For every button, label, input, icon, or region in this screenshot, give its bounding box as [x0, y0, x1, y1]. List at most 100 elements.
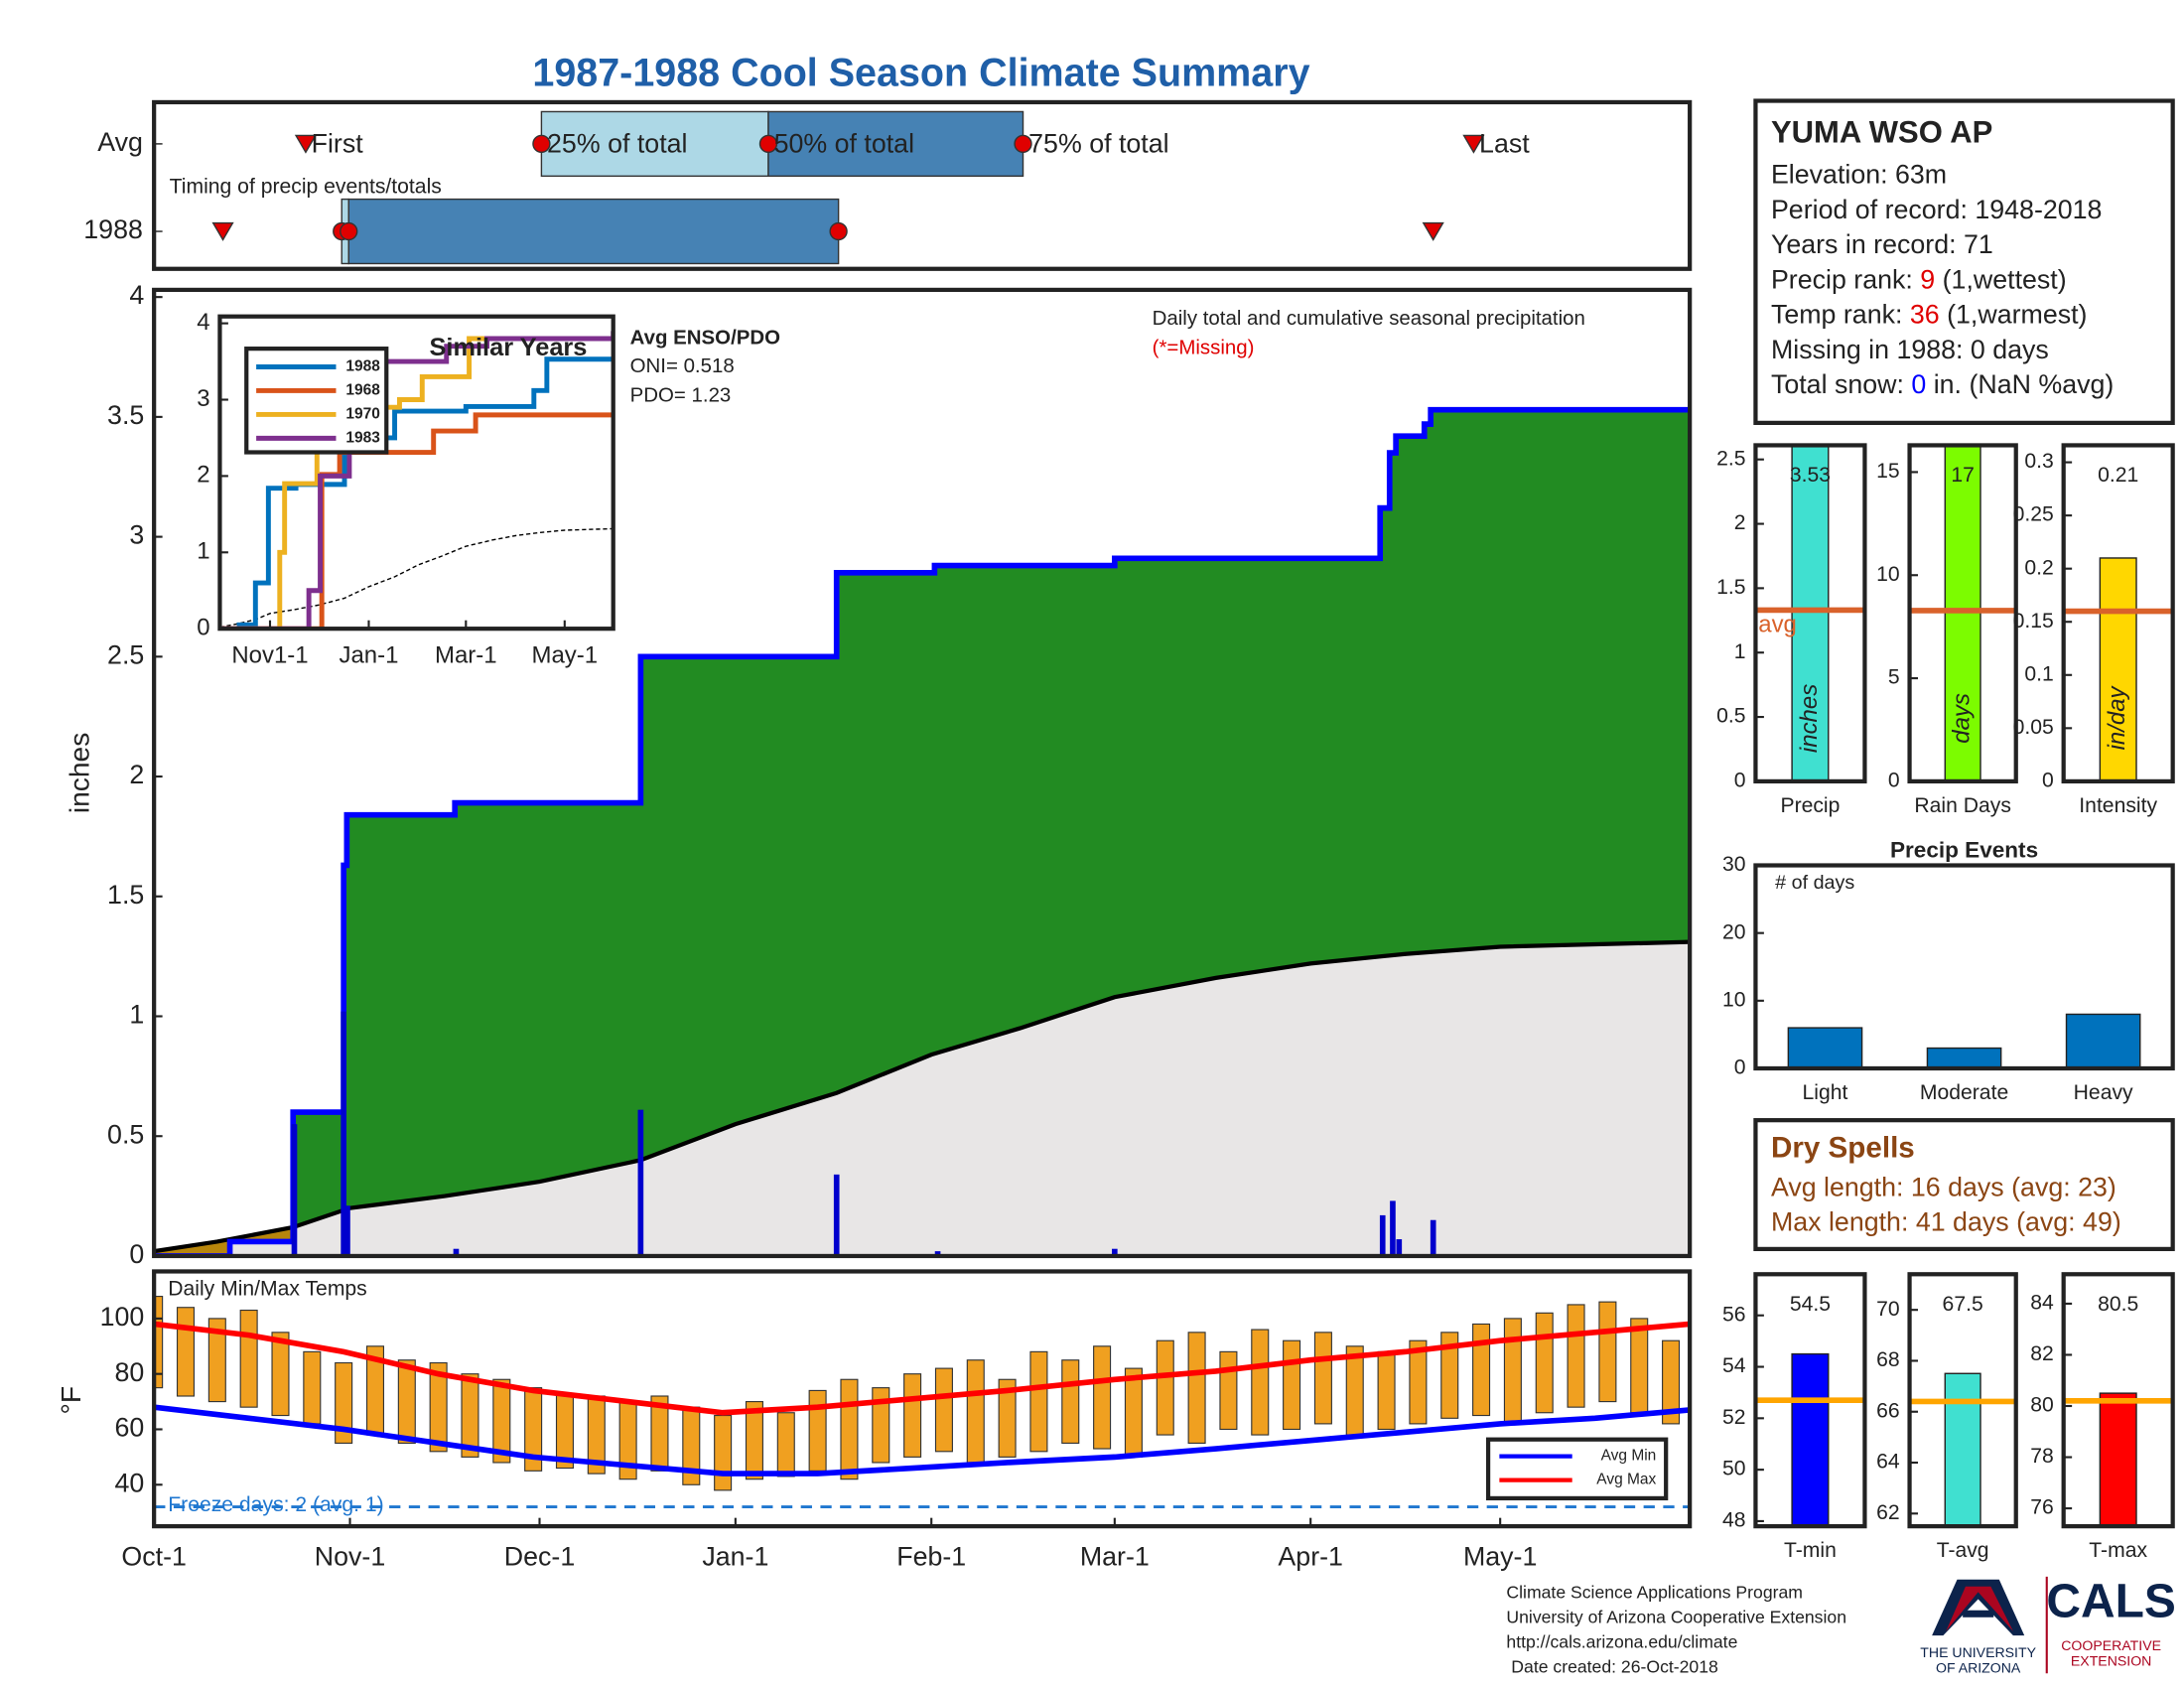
- average-label: avg: [1758, 611, 1797, 637]
- temp-range-bar: [1662, 1339, 1681, 1425]
- category-label: Intensity: [2079, 794, 2157, 817]
- category-label: Light: [1803, 1081, 1848, 1104]
- station-box: [1753, 98, 2175, 425]
- axes-frame: [2061, 1272, 2175, 1529]
- logo-a-inner: [1946, 1586, 2013, 1631]
- temp-range-bar: [872, 1387, 890, 1464]
- panel-title: Daily Min/Max Temps: [168, 1277, 366, 1300]
- y-axis-label: °F: [55, 1386, 86, 1415]
- axes-frame: [1907, 443, 2018, 784]
- axes-frame: [1753, 443, 1867, 784]
- y-tick-label: 0.1: [2024, 662, 2053, 685]
- y-tick-label: 0: [1734, 769, 1746, 791]
- temp-range-bar: [998, 1378, 1017, 1458]
- legend-box: [1485, 1437, 1669, 1501]
- y-tick-label: 5: [1888, 666, 1900, 689]
- y-tick-label: 78: [2030, 1445, 2054, 1468]
- y-tick-label: 84: [2030, 1292, 2054, 1315]
- station-text: (1,wettest): [1935, 265, 2066, 295]
- value-label: 67.5: [1943, 1293, 1983, 1316]
- category-label: T-max: [2089, 1539, 2147, 1562]
- legend-label: 1970: [345, 406, 379, 423]
- temp-range-bar: [1630, 1318, 1649, 1414]
- bar: [1791, 445, 1830, 781]
- daily-bar: [637, 1109, 644, 1256]
- y-tick-label: 2: [129, 760, 144, 789]
- temp-range-bar: [1472, 1323, 1491, 1417]
- station-line: Elevation: 63m: [1771, 160, 1947, 190]
- y-tick-label: 0.25: [2013, 503, 2054, 526]
- plot-area: [154, 406, 1691, 1256]
- temp-range-bar: [207, 1318, 226, 1403]
- y-tick-label: 0.15: [2013, 610, 2054, 633]
- logo-a-bar: [1963, 1610, 1994, 1618]
- temp-range-bar: [1251, 1329, 1270, 1436]
- similar-year-line: [219, 356, 614, 630]
- y-tick-label: 50: [1722, 1458, 1746, 1480]
- temp-range-bar: [776, 1412, 795, 1477]
- average-line: [219, 527, 614, 629]
- y-tick-label: 1: [129, 1000, 144, 1030]
- enso-line: ONI= 0.518: [630, 354, 735, 377]
- timing-marker: [758, 134, 778, 154]
- unit-label: inches: [1796, 684, 1823, 753]
- daily-bar: [1112, 1248, 1118, 1256]
- logo-cals: CALS: [2046, 1576, 2176, 1628]
- footer-line: University of Arizona Cooperative Extens…: [1506, 1607, 1846, 1626]
- y-tick-label: 70: [1876, 1298, 1900, 1321]
- y-tick-label: 0.5: [1716, 705, 1745, 728]
- y-tick-label: 0.2: [2024, 556, 2053, 579]
- legend-label: 1983: [345, 429, 380, 446]
- timing-band: [540, 110, 769, 178]
- temp-range-bar: [492, 1378, 511, 1464]
- station-text: (1,warmest): [1940, 300, 2088, 330]
- y-tick-label: 4: [197, 309, 209, 336]
- y-tick-label: 80: [114, 1357, 144, 1387]
- timing-marker: [829, 221, 848, 241]
- cumulative-line: [154, 406, 1691, 1256]
- x-tick-label: Mar-1: [435, 642, 497, 669]
- y-tick-label: 0: [1734, 1056, 1746, 1079]
- value-label: 3.53: [1790, 464, 1831, 487]
- y-tick-label: 20: [1722, 920, 1746, 943]
- y-tick-label: 64: [1876, 1451, 1900, 1474]
- y-tick-label: 15: [1876, 460, 1900, 483]
- dry-spells-title: Dry Spells: [1771, 1132, 1915, 1165]
- temp-range-bar: [1029, 1350, 1048, 1453]
- average-line: [154, 939, 1691, 1254]
- temp-range-bar: [1567, 1304, 1585, 1408]
- category-label: Rain Days: [1914, 794, 2011, 817]
- x-tick-label: May-1: [531, 642, 598, 669]
- temp-range-bar: [1093, 1345, 1112, 1450]
- axes-frame: [152, 1269, 1693, 1529]
- footer-line: http://cals.arizona.edu/climate: [1506, 1631, 1737, 1651]
- temp-range-bar: [903, 1373, 922, 1458]
- temp-range-bar: [335, 1361, 353, 1444]
- x-tick-label: Apr-1: [1278, 1542, 1343, 1572]
- y-tick-label: 1: [1734, 640, 1746, 663]
- bar: [1787, 1027, 1863, 1068]
- station-text: Years in record: 71: [1771, 229, 1993, 259]
- bar-plot: [1791, 445, 1830, 781]
- row-label: 1988: [83, 214, 143, 244]
- inset-title: Similar Years: [429, 334, 587, 361]
- y-tick-label: 62: [1876, 1501, 1900, 1524]
- y-tick-label: 2.5: [1716, 447, 1745, 470]
- legend-label: Avg Max: [1596, 1472, 1656, 1488]
- y-tick-label: 82: [2030, 1342, 2054, 1365]
- average-area: [154, 941, 1691, 1256]
- page-title: 1987-1988 Cool Season Climate Summary: [532, 52, 1309, 95]
- annotation: Timing of precip events/totals: [170, 176, 442, 199]
- axes-frame: [152, 99, 1693, 271]
- timing-label: 75% of total: [1028, 128, 1168, 158]
- temp-range-bar: [1187, 1332, 1206, 1444]
- category-label: T-min: [1784, 1539, 1837, 1562]
- station-text: Precip rank:: [1771, 265, 1920, 295]
- timing-marker: [211, 221, 234, 241]
- enso-line: PDO= 1.23: [630, 383, 732, 406]
- daily-bar: [1430, 1219, 1436, 1256]
- y-tick-label: 0.5: [107, 1119, 144, 1149]
- timing-marker: [532, 134, 551, 154]
- y-tick-label: 2: [1734, 511, 1746, 534]
- y-tick-label: 0.05: [2013, 716, 2054, 739]
